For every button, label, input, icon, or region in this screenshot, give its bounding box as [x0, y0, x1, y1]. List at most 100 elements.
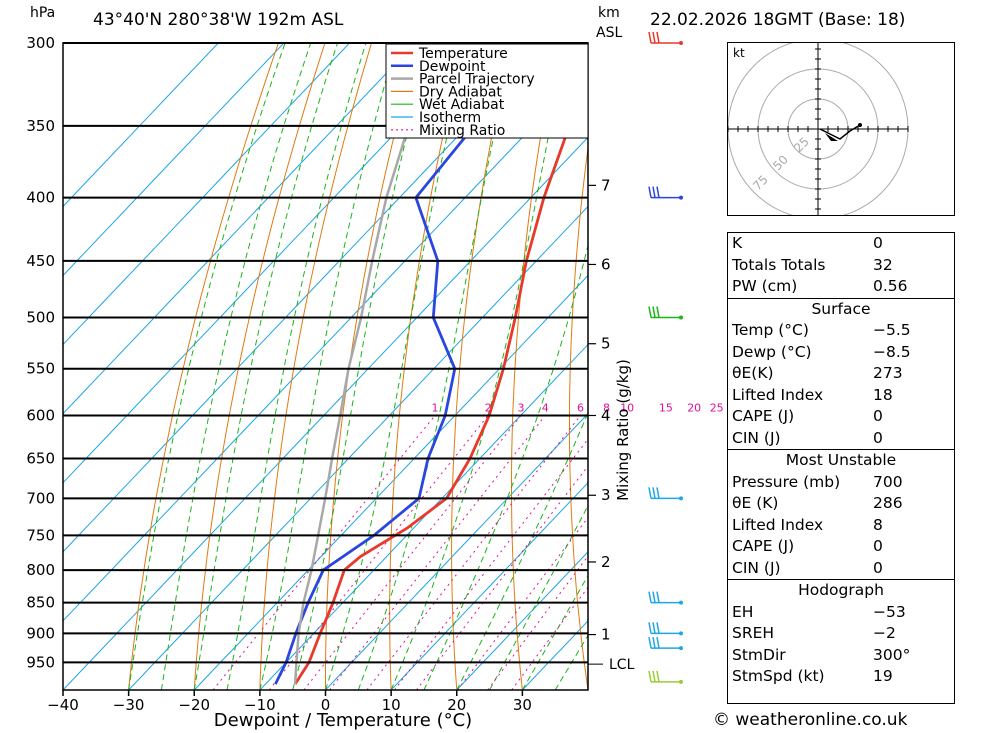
hodograph-index-label: StmSpd (kt)	[732, 667, 825, 685]
wind-barb	[648, 636, 683, 651]
general-index-value: 0.56	[873, 277, 908, 295]
general-index-label: Totals Totals	[732, 255, 826, 274]
hodograph-index-label: EH	[732, 602, 754, 621]
mixing-ratio-value-label: 6	[577, 401, 584, 414]
mixing-ratio-value-label: 10	[620, 401, 634, 414]
wind-barb	[648, 591, 683, 605]
surface-index-row: CAPE (J) 0	[728, 406, 954, 428]
isotherm-line	[456, 551, 588, 690]
isotherm-line	[128, 205, 588, 690]
mixing-ratio-value-label: 4	[542, 401, 549, 414]
wind-barb	[648, 186, 683, 200]
pressure-tick-label: 350	[26, 117, 55, 135]
height-tick-label: 2	[601, 553, 611, 571]
unstable-title: Most Unstable	[785, 451, 897, 469]
surface-index-row: Lifted Index 18	[728, 385, 954, 407]
unstable-index-row: θE (K) 286	[728, 493, 954, 515]
hodograph-index-value: −2	[873, 624, 896, 642]
general-index-label: PW (cm)	[732, 277, 798, 295]
height-unit-asl: ASL	[596, 25, 623, 41]
x-tick-label: −30	[113, 696, 145, 714]
wet-adiabat-line	[128, 43, 286, 690]
general-index-value: 32	[873, 255, 893, 274]
surface-index-row: Temp (°C) −5.5	[728, 320, 954, 342]
mixing-ratio-value-label: 2	[485, 401, 492, 414]
hodograph-index-row: StmSpd (kt) 19	[728, 666, 954, 688]
unstable-index-value: 8	[873, 515, 883, 534]
surface-index-label: Temp (°C)	[732, 321, 809, 339]
hodograph-trace	[819, 124, 861, 140]
hodograph-index-row: EH −53	[728, 602, 954, 624]
x-tick-label: −20	[178, 696, 210, 714]
indices-panel: K 0 Totals Totals 32 PW (cm) 0.56 Surface Tem…	[727, 232, 955, 704]
surface-indices: Temp (°C) −5.5 Dewp (°C) −8.5 θE(K) 273 Lifted…	[728, 320, 954, 449]
dry-adiabat-line	[568, 144, 588, 690]
wet-adiabat-line	[292, 43, 432, 690]
x-tick-label: −10	[244, 696, 276, 714]
hodograph-ring-label: 25	[791, 134, 812, 155]
hodograph-index-label: SREH	[732, 624, 775, 642]
unstable-index-label: Lifted Index	[732, 515, 824, 534]
pressure-unit: hPa	[30, 5, 56, 21]
dry-adiabat-line	[511, 43, 558, 690]
hodograph-ring-label: 75	[750, 172, 771, 193]
station-location: 43°40'N 280°38'W 192m ASL	[93, 10, 344, 30]
x-tick-label: 30	[513, 696, 532, 714]
wet-adiabat-line	[489, 504, 588, 690]
surface-index-value: 0	[873, 428, 883, 447]
x-tick-label: −40	[47, 696, 79, 714]
legend-label: Temperature	[418, 46, 508, 62]
pressure-tick-label: 600	[26, 406, 55, 424]
mixing-ratio-value-label: 3	[518, 401, 525, 414]
surface-index-label: CAPE (J)	[732, 407, 795, 425]
surface-index-value: 0	[873, 407, 883, 425]
general-index-value: 0	[873, 234, 883, 252]
wet-adiabat-line	[325, 43, 470, 690]
surface-index-row: CIN (J) 0	[728, 428, 954, 450]
mixing-ratio-line	[329, 415, 546, 690]
height-unit-km: km	[598, 5, 620, 21]
unstable-index-label: CIN (J)	[732, 558, 781, 577]
hodograph-indices: EH −53 SREH −2 StmDir 300° StmSpd (kt) 19	[728, 602, 954, 688]
general-indices: K 0 Totals Totals 32 PW (cm) 0.56	[728, 233, 954, 298]
dry-adiabat-line	[680, 43, 719, 690]
pressure-tick-label: 950	[26, 653, 55, 671]
hodograph-index-row: StmDir 300°	[728, 645, 954, 667]
unstable-index-label: θE (K)	[732, 494, 779, 512]
height-tick-label: 3	[601, 486, 611, 504]
wind-barb	[648, 487, 683, 501]
temperature-profile	[293, 89, 588, 685]
pressure-tick-label: 800	[26, 561, 55, 579]
unstable-index-value: 286	[873, 494, 903, 512]
surface-index-value: −8.5	[873, 342, 911, 361]
wind-barb	[648, 622, 683, 636]
unstable-indices: Pressure (mb) 700 θE (K) 286 Lifted Index 8 CA…	[728, 472, 954, 580]
hodograph-point	[858, 123, 862, 127]
surface-index-row: Dewp (°C) −8.5	[728, 342, 954, 364]
wet-adiabat-line	[226, 43, 367, 690]
general-index-label: K	[732, 234, 743, 252]
pressure-tick-label: 700	[26, 489, 55, 507]
lcl-label: LCL	[609, 657, 635, 673]
pressure-tick-label: 300	[26, 34, 55, 52]
mixing-ratio-value-label: 1	[431, 401, 438, 414]
mixing-ratio-value-label: 25	[710, 401, 724, 414]
dry-adiabat-line	[128, 43, 279, 690]
mixing-ratio-line	[303, 415, 522, 690]
plot-frame	[62, 42, 589, 691]
hodograph-index-value: 300°	[873, 645, 911, 664]
unstable-index-row: CAPE (J) 0	[728, 536, 954, 558]
pressure-tick-label: 450	[26, 252, 55, 270]
pressure-tick-label: 550	[26, 360, 55, 378]
height-tick-label: 1	[601, 626, 611, 644]
hodograph-index-row: SREH −2	[728, 623, 954, 645]
unstable-index-row: Lifted Index 8	[728, 515, 954, 537]
isotherm-line	[63, 43, 482, 484]
wet-adiabat-line	[259, 43, 398, 690]
mixing-ratio-value-label: 20	[687, 401, 701, 414]
pressure-tick-label: 850	[26, 594, 55, 612]
dry-adiabat-line	[259, 43, 372, 690]
hodograph-index-label: StmDir	[732, 645, 786, 664]
unstable-index-value: 700	[873, 472, 903, 491]
